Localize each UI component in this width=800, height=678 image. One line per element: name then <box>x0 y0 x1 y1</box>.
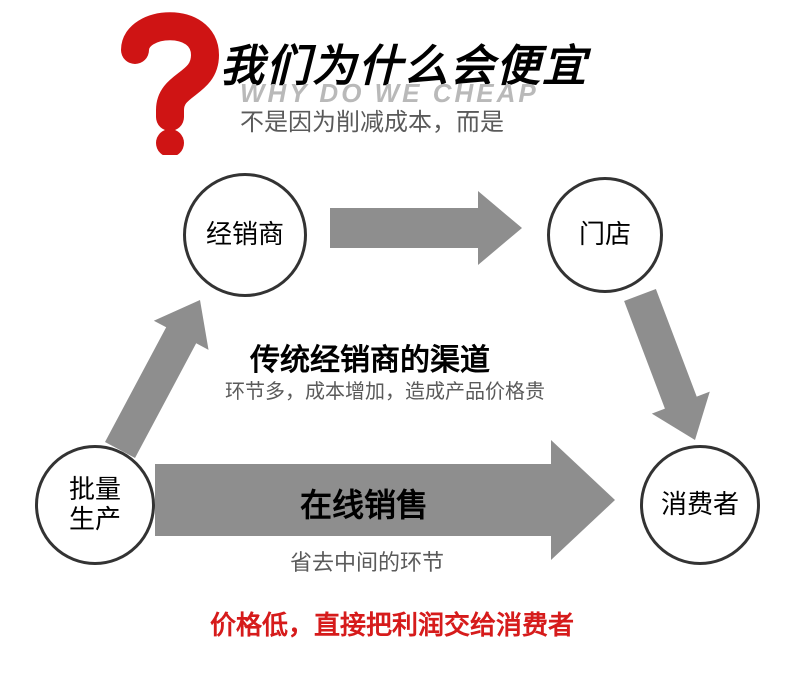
node-consumer-label: 消费者 <box>661 490 739 520</box>
mid-sub: 环节多，成本增加，造成产品价格贵 <box>225 375 545 404</box>
question-mark-icon <box>115 5 225 155</box>
node-store: 门店 <box>547 177 663 293</box>
node-consumer: 消费者 <box>640 445 760 565</box>
node-producer-label: 批量生产 <box>69 475 121 535</box>
node-producer: 批量生产 <box>35 445 155 565</box>
mid-title: 传统经销商的渠道 <box>250 335 490 379</box>
node-store-label: 门店 <box>579 220 631 250</box>
node-dealer-label: 经销商 <box>206 220 284 250</box>
bottom-tagline: 价格低，直接把利润交给消费者 <box>210 605 574 642</box>
node-dealer: 经销商 <box>183 173 307 297</box>
header-subtitle: 不是因为削减成本，而是 <box>240 102 504 137</box>
online-title: 在线销售 <box>300 480 428 526</box>
online-sub: 省去中间的环节 <box>290 545 444 577</box>
